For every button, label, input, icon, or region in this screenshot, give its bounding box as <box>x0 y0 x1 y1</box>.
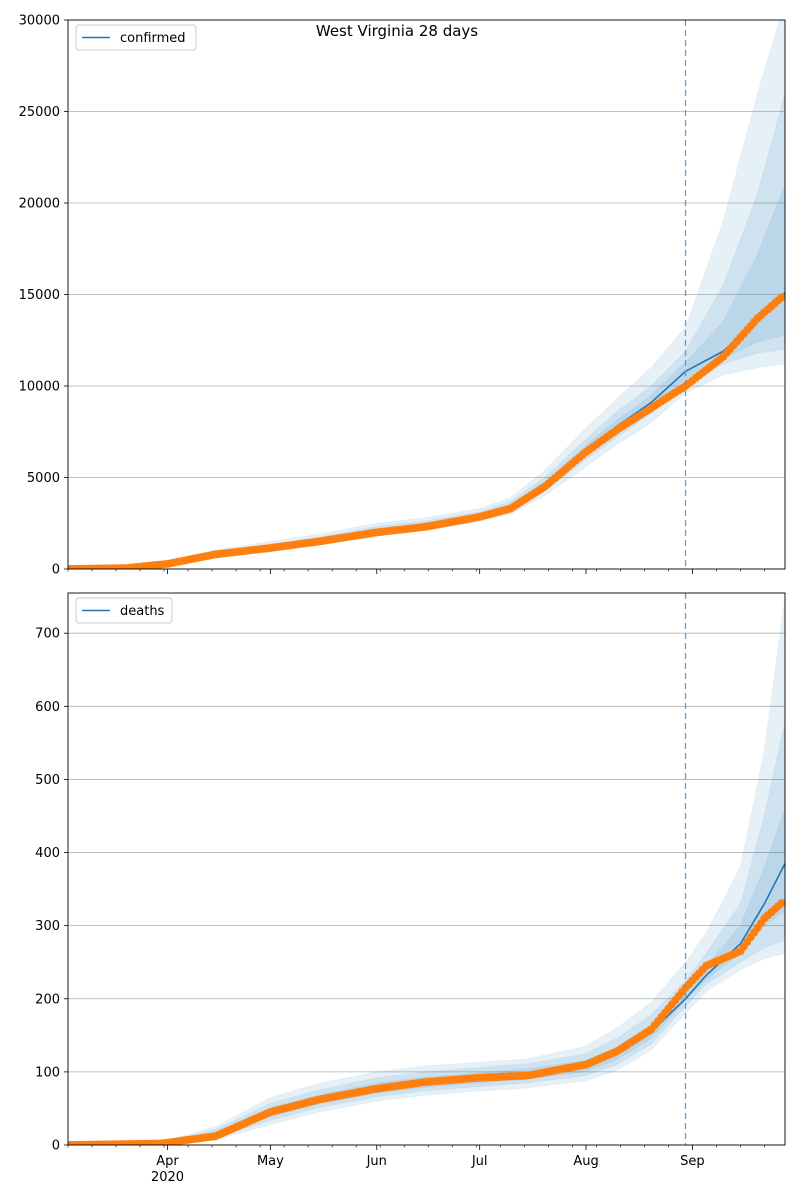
x-tick-label: Jun <box>366 1154 387 1169</box>
y-tick-label: 500 <box>35 773 60 788</box>
observed-point <box>777 899 785 908</box>
y-tick-label: 600 <box>35 700 60 715</box>
y-tick-label: 10000 <box>19 380 60 395</box>
y-tick-label: 25000 <box>19 105 60 120</box>
x-tick-label: 2020 <box>151 1170 184 1185</box>
confidence-band-middle <box>68 720 785 1145</box>
legend-box <box>75 24 197 51</box>
confidence-band-outer <box>68 20 785 569</box>
legend-label: confirmed <box>120 31 186 46</box>
legend-box <box>75 597 173 624</box>
x-tick-label: Apr <box>156 1154 179 1169</box>
y-tick-label: 300 <box>35 919 60 934</box>
confirmed-panel: 0 5000 10000 15000 20000 25000 30000 confirmed W… <box>19 14 786 578</box>
plot-area <box>68 20 785 569</box>
chart-title: West Virginia 28 days <box>316 22 478 40</box>
y-tick-label: 5000 <box>27 471 60 486</box>
legend: deaths <box>75 597 173 624</box>
confidence-band-inner <box>68 808 785 1145</box>
y-tick-label: 0 <box>52 563 60 578</box>
y-tick-label: 400 <box>35 846 60 861</box>
x-tick-label: May <box>257 1154 284 1169</box>
confidence-band-outer <box>68 596 785 1145</box>
y-tick-label: 700 <box>35 627 60 642</box>
confidence-band-middle <box>68 93 785 569</box>
x-tick-label: Sep <box>680 1154 705 1169</box>
observed-point <box>777 293 785 302</box>
x-tick-label: Aug <box>573 1154 598 1169</box>
y-tick-label: 100 <box>35 1065 60 1080</box>
axes-frame <box>67 19 786 570</box>
x-tick-label: Jul <box>471 1154 488 1169</box>
plot-area <box>68 596 785 1145</box>
y-tick-label: 15000 <box>19 288 60 303</box>
axes-frame <box>67 592 786 1146</box>
confidence-band-inner <box>68 184 785 569</box>
y-tick-label: 20000 <box>19 197 60 212</box>
y-tick-label: 30000 <box>19 14 60 29</box>
legend: confirmed <box>75 24 197 51</box>
y-tick-label: 0 <box>52 1139 60 1154</box>
legend-label: deaths <box>120 604 165 619</box>
y-tick-label: 200 <box>35 992 60 1007</box>
